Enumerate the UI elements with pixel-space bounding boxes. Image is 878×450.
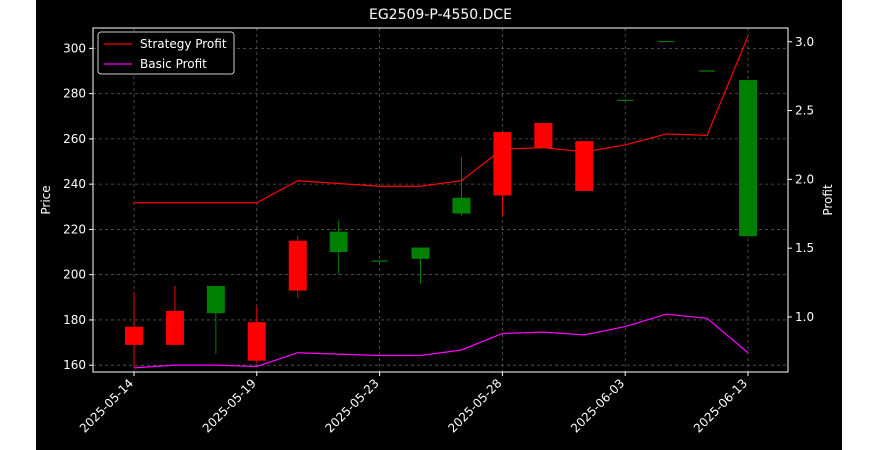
legend: Strategy Profit Basic Profit <box>97 31 235 75</box>
y-tick-label: 260 <box>63 132 86 146</box>
candle-body <box>534 123 553 148</box>
x-tick-label: 2025-06-13 <box>691 376 750 435</box>
y2-tick-label: 1.0 <box>795 310 814 324</box>
line-layer <box>133 36 749 369</box>
x-tick-label: 2025-06-03 <box>568 376 627 435</box>
candle-body <box>288 240 307 291</box>
strategy-profit-line <box>134 36 749 204</box>
y-axis-label: Price <box>39 185 53 214</box>
legend-label-basic-profit: Basic Profit <box>140 57 207 71</box>
y-tick-label: 280 <box>63 87 86 101</box>
y-tick-label: 180 <box>63 313 86 327</box>
candle-body <box>739 80 757 237</box>
y2-tick-label: 3.0 <box>795 35 814 49</box>
y-tick-label: 200 <box>63 268 86 282</box>
chart-figure: 160 180 200 220 240 260 280 300 1.0 1.5 2.0 2.5 3.0 2… <box>36 0 842 450</box>
candle-body <box>165 310 184 345</box>
y-tick-label: 240 <box>63 177 86 191</box>
y2-tick-label: 2.5 <box>795 104 814 118</box>
y-tick-label: 220 <box>63 222 86 236</box>
legend-label-strategy-profit: Strategy Profit <box>140 37 227 51</box>
basic-profit-line <box>133 313 749 369</box>
y2-tick-label: 1.5 <box>795 241 814 255</box>
candle-body <box>247 322 266 361</box>
axis-layer: 160 180 200 220 240 260 280 300 1.0 1.5 2.0 2.5 3.0 2… <box>63 35 814 436</box>
candle-body <box>206 286 225 314</box>
candle-body <box>452 197 471 214</box>
y-tick-label: 160 <box>63 358 86 372</box>
y-tick-label: 300 <box>63 41 86 55</box>
candle-layer <box>125 40 757 368</box>
x-tick-label: 2025-05-14 <box>77 376 136 435</box>
candle-body <box>575 141 594 191</box>
candle-body <box>125 326 143 345</box>
y2-axis-label: Profit <box>821 184 835 216</box>
plot-frame <box>92 27 789 373</box>
x-tick-label: 2025-05-19 <box>200 376 259 435</box>
chart-title: EG2509-P-4550.DCE <box>369 7 512 23</box>
x-tick-label: 2025-05-28 <box>445 376 504 435</box>
y2-tick-label: 2.0 <box>795 172 814 186</box>
grid-layer <box>93 28 788 372</box>
candle-body <box>411 247 430 259</box>
candle-body <box>493 132 512 196</box>
chart-svg: 160 180 200 220 240 260 280 300 1.0 1.5 2.0 2.5 3.0 2… <box>39 7 835 436</box>
x-tick-label: 2025-05-23 <box>323 376 382 435</box>
candle-body <box>329 231 348 253</box>
